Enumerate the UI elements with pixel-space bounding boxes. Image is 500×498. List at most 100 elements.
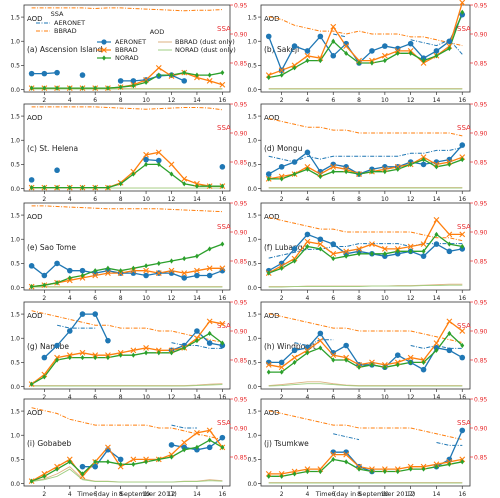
bbrad-point [143, 345, 149, 351]
ssa-tick-label: 0.95 [234, 101, 248, 108]
x-tick-label: 14 [433, 97, 441, 104]
norad-point [55, 280, 60, 286]
x-tick-label: 8 [357, 394, 361, 401]
panel-label: (b) Sakeji [264, 45, 299, 54]
norad-point [344, 169, 349, 175]
aod-axis-label: AOD [27, 213, 43, 221]
aod-norad-line [31, 332, 223, 385]
panel-label: (f) Lubango [264, 243, 308, 252]
aod-tick-label: 0.5 [10, 162, 20, 169]
norad-point [421, 466, 426, 472]
norad-point [182, 181, 187, 187]
norad-point [266, 473, 271, 479]
bbrad-point [433, 217, 440, 223]
aeronet-point [265, 33, 272, 40]
x-tick-label: 12 [407, 295, 415, 302]
ssa-aeronet-line [56, 324, 223, 349]
norad-point [357, 251, 361, 257]
aod-axis-label: AOD [27, 312, 43, 320]
aod-bbrad-line [31, 320, 223, 385]
bbrad-point [143, 151, 149, 158]
x-tick-label: 10 [381, 97, 389, 104]
norad-point [118, 84, 123, 90]
norad-point [395, 468, 400, 475]
ssa-tick-label: 0.90 [474, 31, 488, 38]
aeronet-point [291, 347, 298, 354]
aeronet-point [369, 48, 375, 54]
x-tick-label: 10 [381, 394, 389, 401]
aeronet-point [304, 149, 311, 156]
aeronet-point [420, 253, 427, 259]
ssa-tick-label: 0.90 [234, 425, 248, 432]
norad-point [131, 265, 136, 271]
norad-point [182, 345, 187, 351]
x-tick-label: 2 [280, 491, 284, 498]
ssa-tick-label: 0.85 [474, 357, 488, 364]
x-tick-label: 6 [93, 394, 97, 401]
x-tick-label: 12 [168, 97, 176, 104]
norad-point [370, 362, 374, 368]
bbrad-point [181, 176, 188, 182]
norad-point [318, 345, 323, 351]
norad-point [318, 246, 323, 252]
norad-point [395, 362, 400, 368]
bbrad-point [143, 267, 149, 274]
x-tick-label: 16 [458, 196, 466, 203]
ssa-aeronet-line [333, 33, 463, 55]
norad-point [156, 72, 161, 78]
aeronet-point [54, 342, 60, 349]
norad-point [220, 444, 225, 450]
legend-aod-title: AOD [150, 28, 164, 36]
bbrad-point [420, 241, 427, 247]
ssa-tick-label: 0.90 [474, 229, 488, 236]
norad-point [292, 65, 297, 71]
aod-tick-label: 0.5 [10, 63, 20, 70]
x-tick-label: 10 [381, 196, 389, 203]
aod-tick-label: 1.0 [247, 433, 257, 440]
panel-frame [260, 103, 471, 192]
aeronet-point [143, 272, 149, 279]
norad-point [93, 268, 98, 274]
norad-point [370, 169, 374, 175]
aod-tick-label: 0.5 [10, 457, 20, 464]
aeronet-point [92, 311, 99, 317]
aeronet-point [28, 70, 35, 77]
norad-point [421, 156, 426, 163]
norad-point [169, 171, 174, 177]
bbrad-point [356, 246, 362, 252]
ssa-tick-label: 0.90 [234, 31, 248, 38]
aeronet-point [459, 427, 466, 434]
norad-point [357, 364, 361, 370]
x-tick-label: 10 [142, 491, 150, 498]
x-tick-label: 14 [193, 394, 201, 401]
norad-point [344, 357, 349, 363]
panel-label: (h) Windpoort [264, 342, 316, 351]
norad-point [55, 466, 60, 472]
norad-point [318, 57, 323, 64]
panel-frame [260, 4, 471, 93]
aeronet-point [105, 337, 111, 344]
aod-tick-label: 0.5 [247, 261, 257, 268]
aod-tick-label: 1.0 [247, 39, 257, 46]
panel-0: 0.0 0.5 1.0 1.5 0.85 0.90 0.95 AOD SSA 2 4 6 8 10 12 14… [10, 2, 247, 104]
aod-tick-label: 1.5 [10, 408, 20, 415]
bbrad-point [130, 456, 137, 463]
x-tick-label: 6 [93, 295, 97, 302]
norad-point [93, 85, 98, 91]
ssa-tick-label: 0.90 [234, 328, 248, 335]
bbrad-point [206, 318, 213, 325]
aod-norad-line [31, 163, 223, 189]
aod-tick-label: 1.5 [247, 14, 257, 21]
norad-point [29, 381, 34, 387]
aod-aeronet-line [31, 262, 223, 279]
norad-point [279, 72, 284, 78]
aod-tick-label: 1.5 [247, 212, 257, 219]
norad-point [156, 350, 161, 356]
x-tick-label: 4 [306, 491, 310, 498]
ssa-axis-label: SSA [457, 419, 471, 427]
norad-point [292, 171, 297, 177]
norad-point [395, 166, 400, 172]
norad-point [447, 330, 452, 337]
aeronet-point [330, 241, 337, 247]
